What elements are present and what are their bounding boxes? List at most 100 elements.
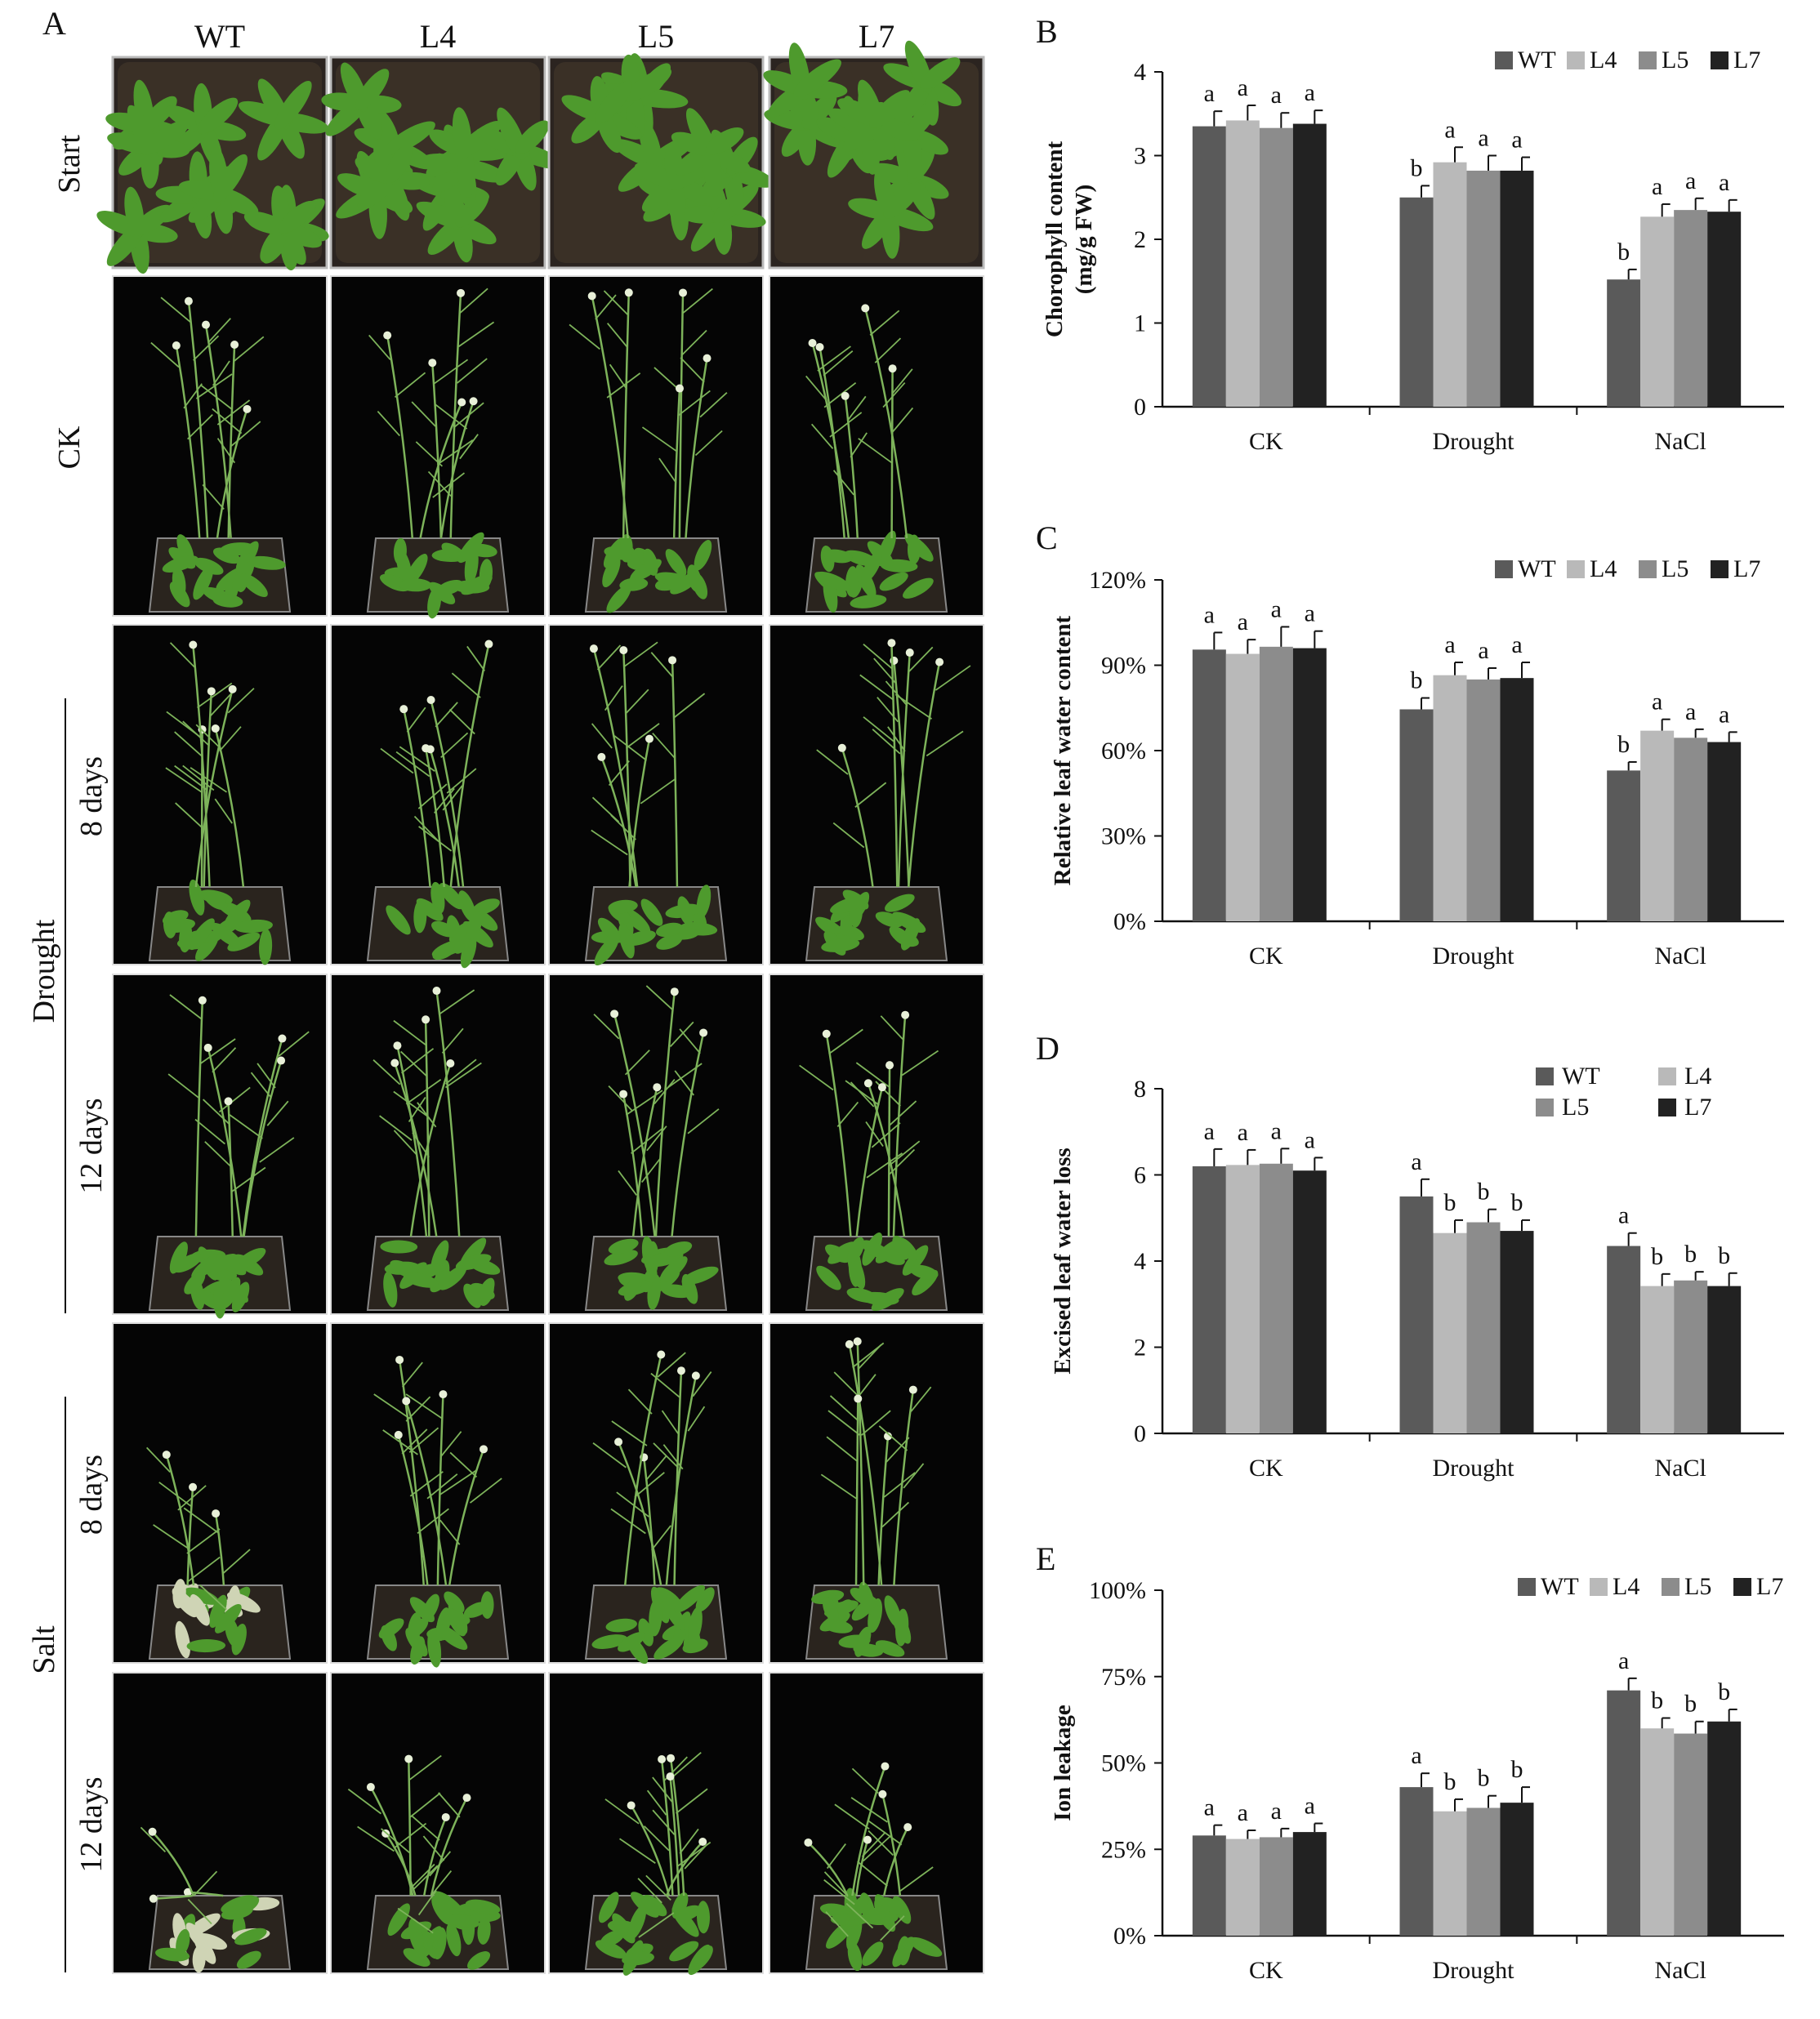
- legend-swatch: [1639, 51, 1657, 69]
- bar-wt: [1607, 770, 1641, 921]
- y-tick-label: 60%: [1101, 738, 1146, 764]
- legend-swatch: [1536, 1067, 1554, 1085]
- significance-letter: a: [1238, 1799, 1248, 1826]
- significance-letter: b: [1411, 154, 1423, 181]
- bar-wt: [1607, 279, 1641, 407]
- column-label-l4: L4: [420, 18, 456, 55]
- legend-label: WT: [1518, 47, 1556, 74]
- y-axis-label: Ion leakage: [1050, 1705, 1076, 1821]
- bar-wt: [1399, 709, 1434, 921]
- y-axis-label: Excised leaf water loss: [1050, 1148, 1076, 1374]
- legend-swatch: [1658, 1067, 1676, 1085]
- column-label-l7: L7: [859, 18, 894, 55]
- significance-letter: b: [1444, 1768, 1456, 1795]
- significance-letter: a: [1411, 1742, 1421, 1769]
- plant-photo: [548, 1672, 764, 1976]
- x-tick-label: CK: [1249, 428, 1283, 455]
- bar-wt: [1607, 1246, 1641, 1433]
- significance-letter: a: [1411, 1148, 1421, 1175]
- significance-letter: a: [1271, 1798, 1282, 1825]
- bar-l7: [1707, 742, 1742, 921]
- y-axis-label: Chorophyll content: [1042, 140, 1068, 337]
- bar-l4: [1225, 1838, 1260, 1936]
- bar-wt: [1192, 649, 1226, 921]
- significance-letter: a: [1204, 601, 1215, 628]
- significance-letter: a: [1238, 74, 1248, 101]
- plant-photo: [769, 624, 984, 965]
- plant-photo: [112, 974, 328, 1319]
- y-tick-label: 6: [1134, 1162, 1146, 1189]
- column-label-wt: WT: [194, 18, 245, 55]
- legend: WT L4 L5 L7: [1495, 47, 1760, 74]
- significance-letter: b: [1511, 1189, 1523, 1216]
- significance-letter: a: [1652, 689, 1662, 715]
- column-label-l5: L5: [638, 18, 674, 55]
- significance-letter: b: [1478, 1179, 1490, 1206]
- bar-l5: [1259, 1163, 1293, 1433]
- x-tick-label: Drought: [1433, 943, 1515, 969]
- panel-letter: C: [1036, 519, 1058, 556]
- legend-swatch: [1495, 51, 1513, 69]
- row-label: 8 days: [74, 1455, 109, 1535]
- bar-l7: [1707, 1286, 1742, 1433]
- plant-photo: [763, 40, 985, 270]
- bar-l4: [1640, 1728, 1675, 1936]
- x-tick-label: NaCl: [1655, 943, 1706, 969]
- plant-photo: [330, 974, 546, 1315]
- bar-wt: [1192, 1165, 1226, 1433]
- plant-photo: [769, 1672, 984, 1974]
- bar-wt: [1399, 1196, 1434, 1433]
- significance-letter: b: [1511, 1756, 1523, 1783]
- legend-swatch: [1567, 560, 1585, 578]
- x-tick-label: NaCl: [1655, 428, 1706, 455]
- bar-l4: [1225, 120, 1260, 407]
- panel-a-label: A: [42, 5, 66, 42]
- bar-l5: [1259, 127, 1293, 408]
- significance-letter: b: [1651, 1243, 1663, 1270]
- row-label: 8 days: [74, 756, 109, 836]
- significance-letter: a: [1204, 1794, 1215, 1821]
- x-tick-label: NaCl: [1655, 1455, 1706, 1482]
- significance-letter: a: [1618, 1647, 1629, 1674]
- significance-letter: b: [1478, 1765, 1490, 1792]
- y-tick-label: 100%: [1089, 1577, 1146, 1604]
- bar-l5: [1466, 1807, 1501, 1936]
- legend-label: WT: [1541, 1573, 1579, 1600]
- bar-l7: [1707, 212, 1742, 407]
- legend-swatch: [1711, 560, 1729, 578]
- bar-l4: [1225, 653, 1260, 921]
- row-label: 12 days: [74, 1776, 109, 1872]
- plant-photo: [330, 624, 546, 969]
- y-tick-label: 4: [1134, 59, 1146, 86]
- bar-l4: [1433, 162, 1467, 407]
- legend-swatch: [1639, 560, 1657, 578]
- x-tick-label: Drought: [1433, 1957, 1515, 1984]
- legend-swatch: [1495, 560, 1513, 578]
- bar-l5: [1259, 1837, 1293, 1936]
- legend-swatch: [1711, 51, 1729, 69]
- significance-letter: a: [1478, 637, 1488, 664]
- significance-letter: b: [1718, 1678, 1730, 1705]
- plant-photo: [96, 56, 329, 274]
- y-axis-label: Relative leaf water content: [1050, 615, 1076, 885]
- plant-photo: [548, 624, 764, 966]
- significance-letter: a: [1271, 1117, 1282, 1144]
- bar-l4: [1433, 675, 1467, 921]
- bar-l4: [1225, 1165, 1260, 1433]
- legend: WT L4 L5 L7: [1536, 1063, 1711, 1121]
- plant-photo: [548, 974, 764, 1315]
- bar-l7: [1292, 1832, 1327, 1936]
- y-tick-label: 50%: [1101, 1750, 1146, 1777]
- legend-swatch: [1733, 1578, 1751, 1596]
- column-labels: WT L4 L5 L7: [194, 18, 894, 55]
- significance-letter: a: [1511, 127, 1522, 154]
- plant-photo: [548, 275, 764, 617]
- bar-wt: [1192, 1835, 1226, 1936]
- significance-letter: a: [1204, 1118, 1215, 1145]
- legend-swatch: [1662, 1578, 1679, 1596]
- chart-c-water-content: C 0% 30% 60% 90% 120% Relative leaf water cont…: [1036, 519, 1784, 969]
- bar-l5: [1674, 1280, 1708, 1433]
- bar-l7: [1292, 1170, 1327, 1433]
- bar-l7: [1500, 678, 1534, 921]
